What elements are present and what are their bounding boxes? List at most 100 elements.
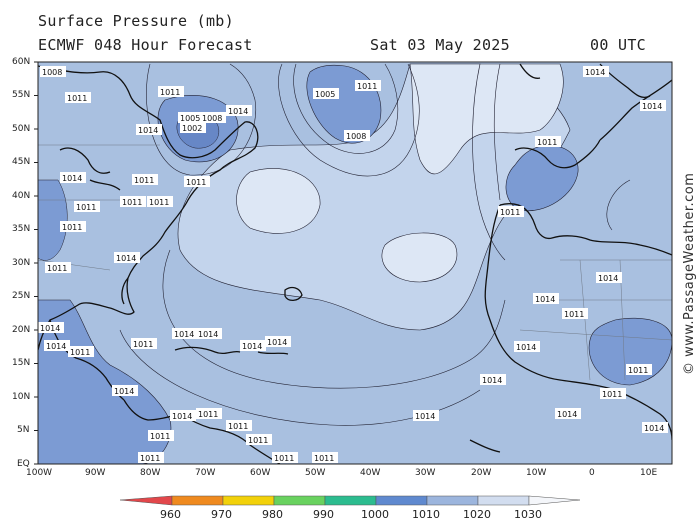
label-1011-canada: 1011 [67,94,87,103]
label-1014-venezuela: 1014 [172,412,192,421]
label-1014-quebec: 1014 [138,126,158,135]
label-1011-central-am: 1011 [70,348,90,357]
label-1011-midwest: 1011 [76,203,96,212]
label-1011-mexico: 1011 [47,264,67,273]
label-1014-guinea: 1014 [557,410,577,419]
colorbar-segment-4 [273,495,326,506]
lat-label: 50N [12,124,31,134]
label-1011-venezuela: 1011 [198,410,218,419]
model-label: ECMWF 048 Hour Forecast [38,36,253,54]
colorbar-label: 1010 [412,508,440,521]
label-1008-alaska: 1008 [42,68,62,77]
lon-label: 10W [526,468,547,478]
lat-label: 55N [12,90,31,100]
lon-label: 10E [640,468,658,478]
colorbar-segment-8 [477,495,530,506]
label-1011-azores: 1011 [500,208,520,217]
label-1014-gabon: 1014 [644,424,664,433]
lon-label: 90W [85,468,106,478]
label-1014-labrador: 1014 [228,107,248,116]
label-1002-labrador: 1002 [182,124,202,133]
label-1014-sahel: 1014 [516,343,536,352]
lon-label: 70W [195,468,216,478]
label-1011-coast: 1011 [186,178,206,187]
chart-title: Surface Pressure (mb) [38,12,234,30]
label-1011-sahel: 1011 [628,366,648,375]
lat-label: 45N [12,157,31,167]
axis-ticks [34,61,38,465]
lat-label: 15N [12,358,31,368]
label-1011-cuba: 1011 [133,340,153,349]
lon-label: 0 [589,468,595,478]
lon-label: 20W [471,468,492,478]
label-1011-guyana: 1011 [228,422,248,431]
colorbar-segment-1 [119,495,173,506]
label-1014-caribbean: 1014 [174,330,194,339]
label-1014-pacific-2: 1014 [46,342,66,351]
lat-label: 10N [12,392,31,402]
label-1011-sahara: 1011 [564,310,584,319]
colorbar-segment-9 [528,495,581,506]
label-1005-labrador: 1005 [180,114,200,123]
colorbar-label: 1000 [361,508,389,521]
lat-label: 40N [12,191,31,201]
high-core-north [409,63,564,175]
label-1011-east-us: 1011 [122,198,142,207]
label-1014-pacific: 1014 [40,324,60,333]
colorbar-segment-3 [222,495,275,506]
label-1011-biscay: 1011 [537,138,557,147]
lon-label: 60W [250,468,271,478]
colorbar-label: 980 [262,508,283,521]
high-core-west [236,168,321,234]
label-1014-caribbean-2: 1014 [198,330,218,339]
label-1011-guyana-2: 1011 [248,436,268,445]
label-1011-labrador: 1011 [160,88,180,97]
label-1014-west-africa: 1014 [482,376,502,385]
label-1011-brazil-2: 1011 [314,454,334,463]
forecast-date: Sat 03 May 2025 [370,36,510,54]
label-1008-low: 1008 [346,132,366,141]
label-1017-europe: 1014 [585,68,605,77]
lat-label: 20N [12,325,31,335]
lon-label: 80W [140,468,161,478]
label-1011-lakes: 1011 [134,176,154,185]
colorbar-segment-5 [324,495,377,506]
colorbar-label: 970 [211,508,232,521]
lat-label: 30N [12,258,31,268]
colorbar-label: 960 [160,508,181,521]
label-1011-guinea: 1011 [602,390,622,399]
lat-label: 5N [17,425,30,435]
label-1008-labrador: 1008 [202,114,222,123]
lat-label: 60N [12,57,31,67]
label-1014-africa: 1014 [598,274,618,283]
lon-label: 50W [305,468,326,478]
label-1014-scandinavia: 1014 [642,102,662,111]
label-1014-antilles: 1014 [267,338,287,347]
pressure-labels: 1011 1005 1008 1011 1014 1005 1002 1008 … [38,66,668,463]
label-1014-sahara: 1014 [535,295,555,304]
label-1014-plains: 1014 [62,174,82,183]
pressure-colorbar [119,495,581,506]
label-1014-antilles-2: 1014 [242,342,262,351]
colorbar-label: 1030 [514,508,542,521]
lat-label: EQ [17,459,30,469]
high-core-east [381,232,458,283]
colorbar-label: 990 [313,508,334,521]
label-1011-ecuador: 1011 [140,454,160,463]
label-1005-low: 1005 [315,90,335,99]
label-1011-colombia: 1011 [150,432,170,441]
borders [38,144,672,381]
label-1011-east-us-2: 1011 [149,198,169,207]
lon-label: 30W [415,468,436,478]
label-1011-south: 1011 [62,223,82,232]
colorbar-segment-7 [426,495,479,506]
label-1014-gulf: 1014 [116,254,136,263]
lon-label: 40W [360,468,381,478]
colorbar-segment-6 [375,495,428,506]
colorbar-segment-2 [171,495,224,506]
label-1014-equatorial: 1014 [415,412,435,421]
credit-text: © www.PassageWeather.com [682,173,697,375]
label-1014-panama: 1014 [114,387,134,396]
lat-label: 35N [12,224,31,234]
lat-label: 25N [12,291,31,301]
